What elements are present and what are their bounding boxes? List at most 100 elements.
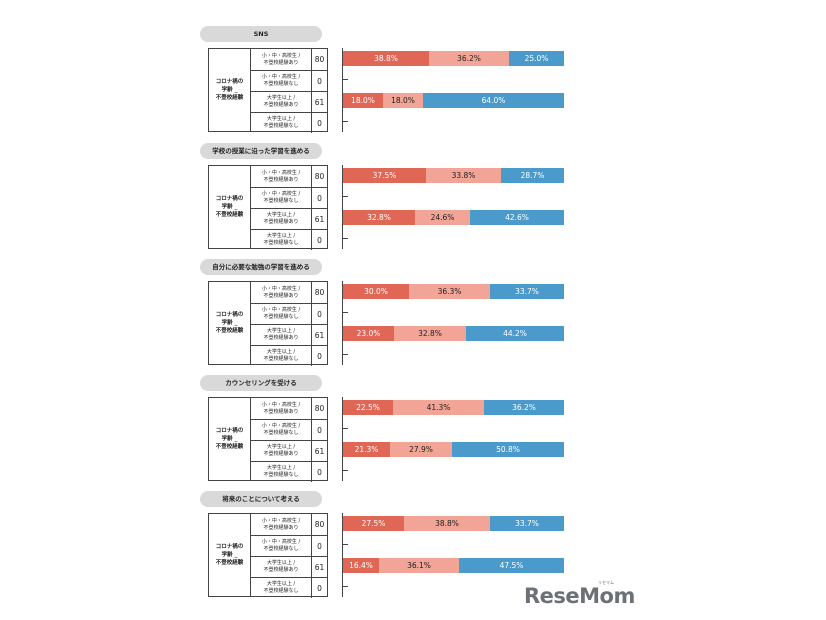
table-row: 大学生以上 / 不登校経験あり 61 xyxy=(251,556,327,577)
table-row: 大学生以上 / 不登校経験なし 0 xyxy=(251,229,327,250)
row-label: 小・中・高校生 / 不登校経験なし xyxy=(251,304,312,324)
table-row: 小・中・高校生 / 不登校経験あり 80 xyxy=(251,49,327,70)
row-count: 0 xyxy=(317,351,322,361)
bar-segment: 36.1% xyxy=(379,558,459,573)
row-label: 小・中・高校生 / 不登校経験あり xyxy=(251,49,312,70)
bar-segment: 22.5% xyxy=(343,400,393,415)
bar-segment: 21.3% xyxy=(343,442,390,457)
row-count: 0 xyxy=(317,541,322,551)
bar-axis xyxy=(342,48,343,132)
row-count: 0 xyxy=(317,583,322,593)
bar-segment: 42.6% xyxy=(470,210,564,225)
stacked-bar: 38.8% 36.2% 25.0% xyxy=(343,51,564,66)
chart-section: SNS 38.8% 36.2% 25.0% 18.0% 18.0% 64.0% コロナ禍の 学… xyxy=(0,26,826,144)
row-label: 小・中・高校生 / 不登校経験あり xyxy=(251,514,312,535)
row-label: 小・中・高校生 / 不登校経験あり xyxy=(251,282,312,303)
row-label: 大学生以上 / 不登校経験なし xyxy=(251,578,312,598)
stacked-bar: 21.3% 27.9% 50.8% xyxy=(343,442,564,457)
empty-bar-tick xyxy=(343,79,348,80)
table-row: 大学生以上 / 不登校経験なし 0 xyxy=(251,345,327,366)
bar-segment: 23.0% xyxy=(343,326,394,341)
table-row: 小・中・高校生 / 不登校経験なし 0 xyxy=(251,187,327,208)
empty-bar-tick xyxy=(343,428,348,429)
table-row: 小・中・高校生 / 不登校経験あり 80 xyxy=(251,398,327,419)
row-label: 大学生以上 / 不登校経験あり xyxy=(251,325,312,345)
bar-axis xyxy=(342,397,343,481)
group-label: コロナ禍の 学齢 _ 不登校経験 xyxy=(209,49,251,131)
bar-segment: 44.2% xyxy=(466,326,564,341)
chart-section: 学校の授業に沿った学習を進める 37.5% 33.8% 28.7% 32.8% 24.6%… xyxy=(0,143,826,261)
group-label: コロナ禍の 学齢 _ 不登校経験 xyxy=(209,166,251,248)
bar-segment: 36.2% xyxy=(484,400,564,415)
chart-title: 自分に必要な勉強の学習を進める xyxy=(200,259,322,275)
bar-segment: 36.3% xyxy=(409,284,490,299)
bar-segment: 41.3% xyxy=(393,400,484,415)
table-row: 小・中・高校生 / 不登校経験あり 80 xyxy=(251,166,327,187)
bar-segment: 36.2% xyxy=(429,51,509,66)
bar-segment: 64.0% xyxy=(423,93,564,108)
table-row: 大学生以上 / 不登校経験あり 61 xyxy=(251,208,327,229)
table-row: 小・中・高校生 / 不登校経験なし 0 xyxy=(251,70,327,91)
table-row: 大学生以上 / 不登校経験あり 61 xyxy=(251,440,327,461)
bar-axis xyxy=(342,281,343,365)
table-row: 大学生以上 / 不登校経験あり 61 xyxy=(251,91,327,112)
row-count: 61 xyxy=(314,562,325,572)
row-label: 大学生以上 / 不登校経験なし xyxy=(251,230,312,250)
table-row: 小・中・高校生 / 不登校経験あり 80 xyxy=(251,282,327,303)
row-label: 大学生以上 / 不登校経験あり xyxy=(251,557,312,577)
row-count: 80 xyxy=(314,520,325,529)
row-label: 小・中・高校生 / 不登校経験なし xyxy=(251,188,312,208)
stacked-bar: 18.0% 18.0% 64.0% xyxy=(343,93,564,108)
empty-bar-tick xyxy=(343,354,348,355)
row-count: 80 xyxy=(314,55,325,64)
category-table: コロナ禍の 学齢 _ 不登校経験 小・中・高校生 / 不登校経験あり 80 小・中・高… xyxy=(208,48,328,133)
table-row: 小・中・高校生 / 不登校経験あり 80 xyxy=(251,514,327,535)
row-label: 小・中・高校生 / 不登校経験なし xyxy=(251,536,312,556)
bar-segment: 33.7% xyxy=(490,516,564,531)
bar-axis xyxy=(342,165,343,249)
chart-title: SNS xyxy=(200,26,322,42)
stacked-bar: 37.5% 33.8% 28.7% xyxy=(343,168,564,183)
bar-segment: 27.5% xyxy=(343,516,404,531)
row-label: 大学生以上 / 不登校経験あり xyxy=(251,441,312,461)
row-count: 0 xyxy=(317,76,322,86)
empty-bar-tick xyxy=(343,544,348,545)
row-count: 0 xyxy=(317,118,322,128)
empty-bar-tick xyxy=(343,312,348,313)
group-label: コロナ禍の 学齢 _ 不登校経験 xyxy=(209,282,251,364)
bar-segment: 18.0% xyxy=(383,93,423,108)
row-count: 61 xyxy=(314,214,325,224)
row-count: 61 xyxy=(314,97,325,107)
stacked-bar: 32.8% 24.6% 42.6% xyxy=(343,210,564,225)
empty-bar-tick xyxy=(343,586,348,587)
bar-axis xyxy=(342,513,343,597)
row-label: 小・中・高校生 / 不登校経験あり xyxy=(251,398,312,419)
bar-segment: 27.9% xyxy=(390,442,452,457)
chart-title: 将来のことについて考える xyxy=(200,491,322,507)
row-count: 0 xyxy=(317,193,322,203)
row-count: 61 xyxy=(314,446,325,456)
table-row: 小・中・高校生 / 不登校経験なし 0 xyxy=(251,535,327,556)
row-label: 大学生以上 / 不登校経験あり xyxy=(251,209,312,229)
bar-segment: 18.0% xyxy=(343,93,383,108)
row-label: 小・中・高校生 / 不登校経験あり xyxy=(251,166,312,187)
bar-segment: 32.8% xyxy=(343,210,415,225)
bar-segment: 24.6% xyxy=(415,210,470,225)
row-label: 小・中・高校生 / 不登校経験なし xyxy=(251,420,312,440)
category-table: コロナ禍の 学齢 _ 不登校経験 小・中・高校生 / 不登校経験あり 80 小・中・高… xyxy=(208,165,328,250)
resemom-logo: ReseMom xyxy=(524,584,635,608)
bar-segment: 16.4% xyxy=(343,558,379,573)
group-label: コロナ禍の 学齢 _ 不登校経験 xyxy=(209,398,251,480)
row-count: 80 xyxy=(314,404,325,413)
bar-segment: 25.0% xyxy=(509,51,564,66)
bar-segment: 30.0% xyxy=(343,284,409,299)
chart-title: カウンセリングを受ける xyxy=(200,375,322,391)
chart-section: 自分に必要な勉強の学習を進める 30.0% 36.3% 33.7% 23.0% 32.8%… xyxy=(0,259,826,377)
row-label: 大学生以上 / 不登校経験なし xyxy=(251,462,312,482)
table-row: 大学生以上 / 不登校経験なし 0 xyxy=(251,461,327,482)
row-count: 80 xyxy=(314,172,325,181)
bar-segment: 33.8% xyxy=(426,168,501,183)
row-count: 61 xyxy=(314,330,325,340)
row-count: 0 xyxy=(317,309,322,319)
